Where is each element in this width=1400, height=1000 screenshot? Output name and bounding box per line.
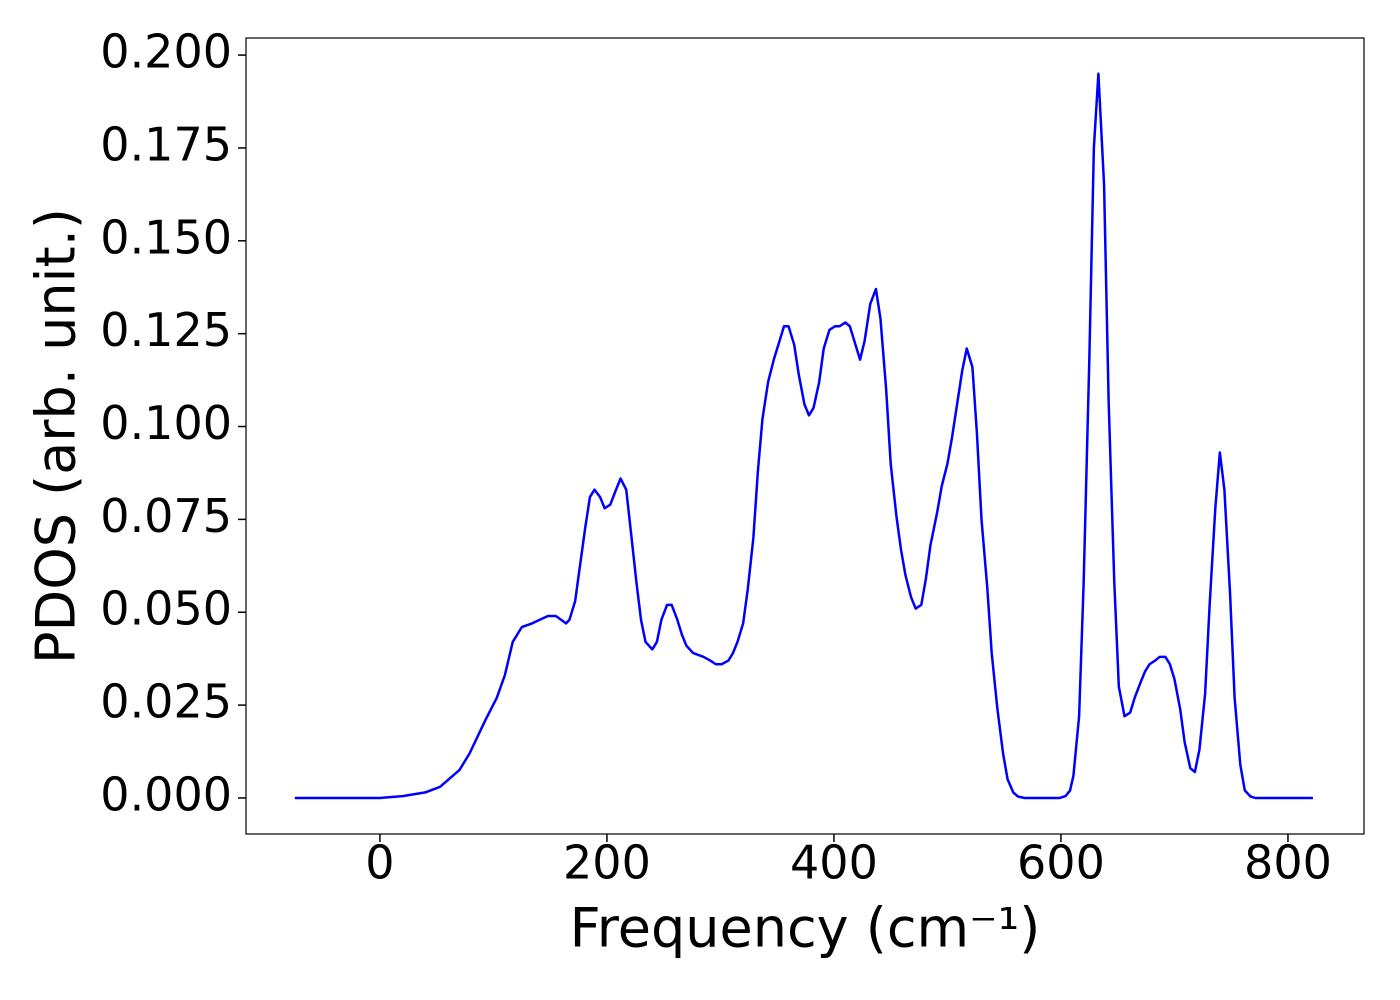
- y-tick-label: 0.100: [100, 396, 232, 450]
- y-tick-label: 0.025: [100, 675, 232, 729]
- y-tick-label: 0.200: [100, 25, 232, 79]
- data-line: [294, 72, 1313, 800]
- y-tick-label: 0.000: [100, 767, 232, 821]
- x-tick-label: 200: [563, 836, 651, 890]
- y-tick-label: 0.175: [100, 117, 232, 171]
- x-tick-label: 0: [365, 836, 394, 890]
- x-axis-label: Frequency (cm⁻¹): [570, 897, 1041, 960]
- y-axis-label: PDOS (arb. unit.): [25, 208, 88, 664]
- y-tick-label: 0.150: [100, 210, 232, 264]
- y-tick-label: 0.125: [100, 303, 232, 357]
- y-tick-label: 0.050: [100, 582, 232, 636]
- y-tick-label: 0.075: [100, 489, 232, 543]
- x-tick-label: 400: [790, 836, 878, 890]
- plot-frame: [245, 37, 1365, 835]
- x-tick-label: 800: [1244, 836, 1332, 890]
- x-tick-label: 600: [1017, 836, 1105, 890]
